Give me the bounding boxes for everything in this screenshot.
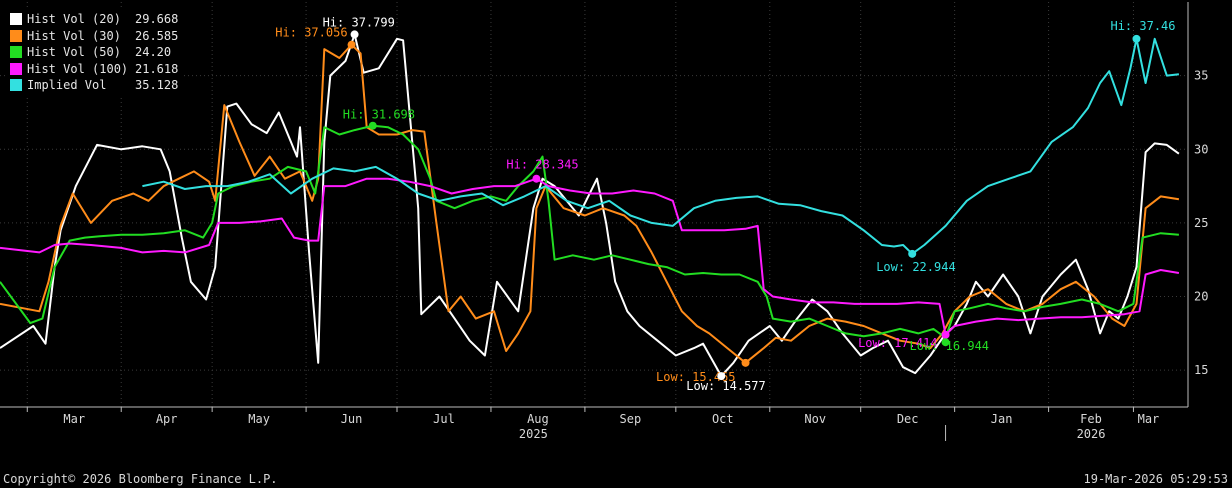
legend-value: 35.128 [135,78,179,92]
annotation-label: Hi: 31.698 [343,108,415,122]
series-lines [0,33,1180,378]
legend-value: 29.668 [135,12,179,26]
annotation-marker [1132,34,1141,43]
annotation-marker [347,40,356,49]
annotation-marker [908,249,917,258]
annotation-label: Low: 14.577 [686,379,765,393]
annotation-marker [717,372,726,381]
annotation-marker [941,330,950,339]
legend-label: Hist Vol (20) [27,12,121,26]
y-tick-label: 15 [1194,363,1208,377]
legend-label: Hist Vol (50) [27,45,121,59]
legend-swatch [10,13,22,26]
x-tick-label: Mar [1138,412,1160,426]
annotation-marker [350,30,359,39]
series-line-2 [0,124,1179,339]
x-tick-label: Feb [1080,412,1102,426]
legend-item-hist-vol-100: Hist Vol (100) 21.618 [10,61,178,78]
annotation-label: Low: 22.944 [876,260,955,274]
legend-swatch [10,46,22,59]
annotation-label: Hi: 37.056 [275,26,347,40]
x-tick-label: Jan [991,412,1013,426]
annotation-label: Hi: 37.46 [1110,19,1175,33]
footer: Copyright© 2026 Bloomberg Finance L.P. 1… [0,470,1232,488]
legend-value: 26.585 [135,28,179,43]
series-line-4 [142,37,1180,255]
y-tick-label: 25 [1194,216,1208,230]
annotation-label: Hi: 37.799 [323,15,395,29]
x-tick-label: Dec [897,412,919,426]
series-line-0 [0,33,1180,378]
series-line-1 [0,43,1180,364]
legend-swatch [10,79,22,92]
legend-label: Hist Vol (100) [27,61,129,76]
annotation-label: Hi: 28.345 [506,158,578,172]
y-tick-label: 20 [1194,290,1208,304]
legend-swatch [10,29,22,42]
annotation-marker [741,358,750,367]
year-label: 2025 [519,427,548,441]
y-tick-label: 30 [1194,142,1208,156]
x-tick-label: Aug [527,412,549,426]
legend-item-hist-vol-30: Hist Vol (30) 26.585 [10,28,178,45]
x-tick-label: Mar [63,412,85,426]
x-tick-label: May [248,412,270,426]
legend-label: Implied Vol [27,78,107,92]
year-label: 2026 [1077,427,1106,441]
legend-value: 21.618 [135,61,179,76]
x-tick-label: Jun [341,412,363,426]
y-tick-label: 35 [1194,69,1208,83]
annotation-label: Low: 16.944 [910,339,989,353]
x-tick-label: Nov [804,412,826,426]
series-line-3 [0,177,1180,336]
legend-value: 24.20 [135,45,172,59]
annotation-marker [368,121,377,130]
annotation-marker [532,174,541,183]
x-tick-label: Jul [433,412,455,426]
copyright-text: Copyright© 2026 Bloomberg Finance L.P. [3,472,278,486]
legend-item-hist-vol-20: Hist Vol (20) 29.668 [10,11,178,28]
x-tick-label: Oct [712,412,734,426]
legend-label: Hist Vol (30) [27,28,121,43]
annotation-label: Low: 15.465 [656,370,735,384]
legend-item-implied-vol: Implied Vol 35.128 [10,77,178,94]
x-tick-label: Sep [620,412,642,426]
annotation-marker [941,338,950,347]
legend-swatch [10,62,22,75]
annotation-label: Low: 17.414 [858,336,937,350]
x-tick-label: Apr [156,412,178,426]
timestamp: 19-Mar-2026 05:29:53 [1083,472,1229,486]
legend-item-hist-vol-50: Hist Vol (50) 24.20 [10,44,178,61]
legend: Hist Vol (20) 29.668 Hist Vol (30) 26.58… [6,8,183,96]
